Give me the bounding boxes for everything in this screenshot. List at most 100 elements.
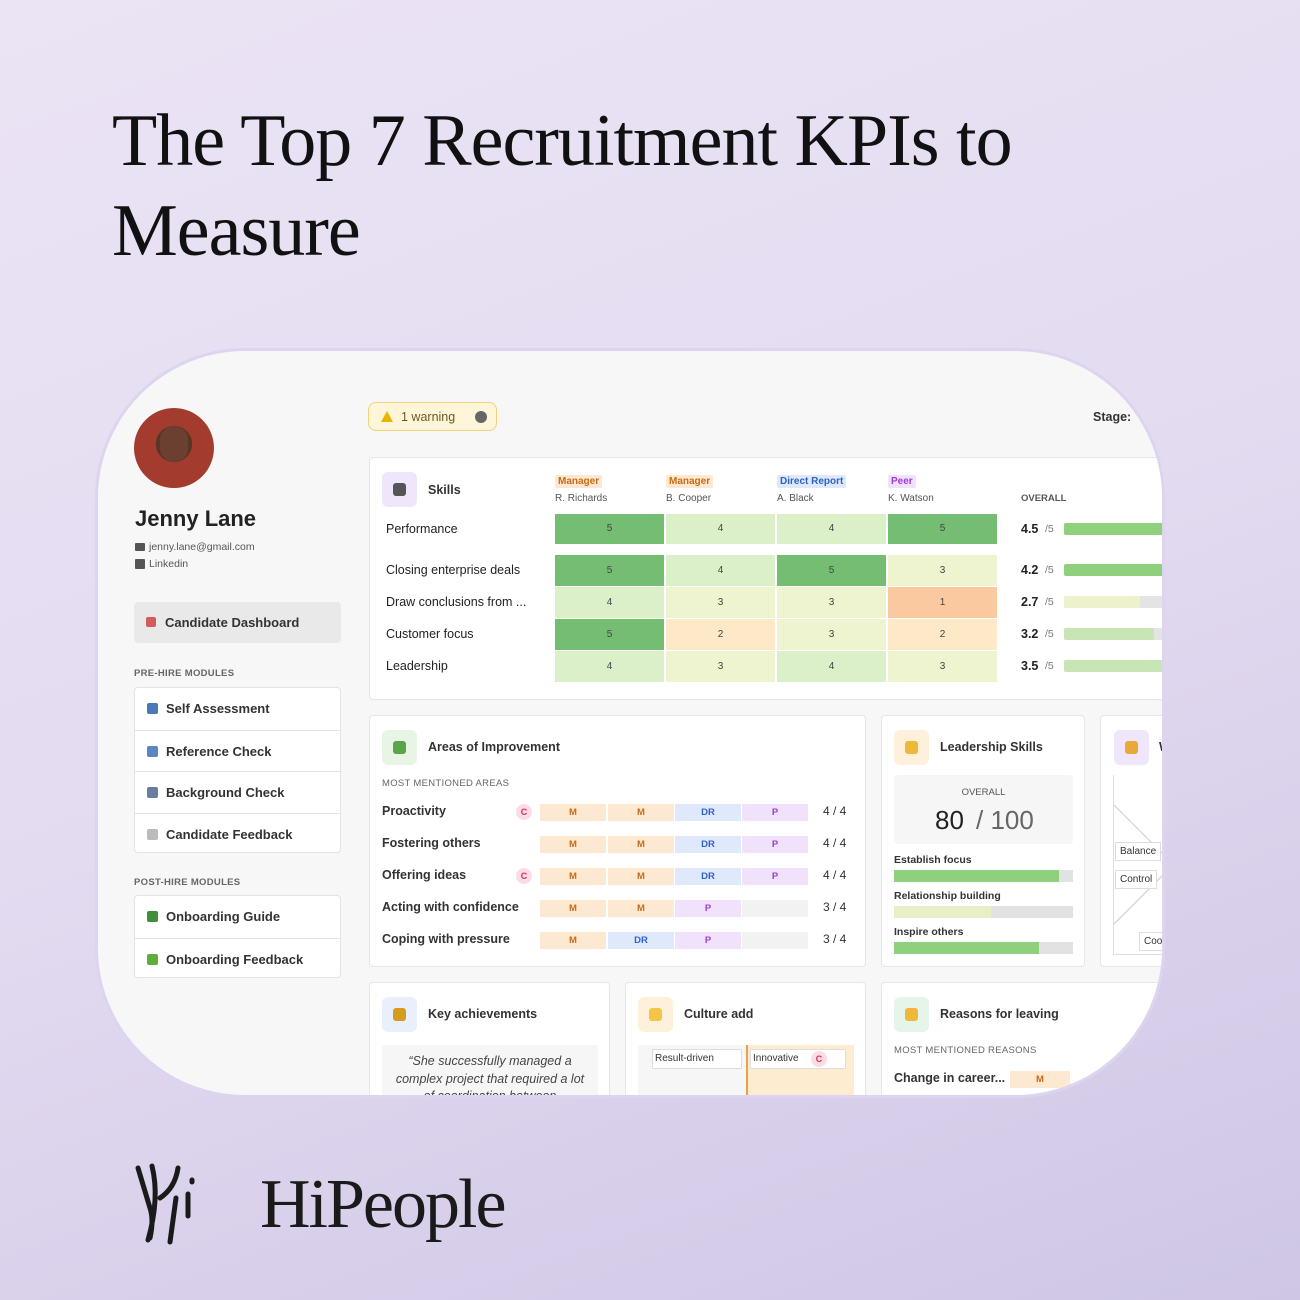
overall-box: OVERALL 80 / 100 (894, 775, 1073, 844)
overall-heading: OVERALL (961, 787, 1006, 798)
score-cell: 1 (888, 587, 997, 618)
icon (1114, 730, 1149, 765)
icon (382, 472, 417, 507)
nav-item[interactable]: Self Assessment (135, 688, 340, 730)
overall-bar (1064, 596, 1140, 608)
overall-track (1064, 628, 1162, 640)
card-title: Skills (428, 483, 461, 497)
candidate-email: jenny.lane@gmail.com (149, 541, 255, 553)
skill-track (894, 942, 1073, 954)
score-cell: 3 (888, 651, 997, 682)
rater-role: Direct Report (777, 475, 847, 488)
skill-label: Leadership (386, 659, 448, 673)
values-card: W D Balance Control Coop (1100, 715, 1162, 967)
rater-tag: P (742, 836, 808, 853)
icon-glyph (905, 1008, 918, 1021)
overall-heading: OVERALL (1021, 493, 1067, 504)
rater-name: R. Richards (555, 493, 608, 504)
nav-list: Self Assessment Reference Check Background… (134, 687, 341, 853)
reason-label: Change in career... (894, 1071, 1006, 1085)
rater-tag: DR (608, 932, 674, 949)
trait-label: Innovative (753, 1053, 799, 1064)
nav-list: Onboarding Guide Onboarding Feedback (134, 895, 341, 978)
skill-label: Relationship building (894, 890, 1001, 902)
flag-chip: C (516, 868, 532, 884)
area-label: Proactivity (382, 804, 446, 818)
score-cell: 3 (777, 587, 886, 618)
rater-tag: M (540, 868, 606, 885)
nav-label: Reference Check (166, 743, 272, 759)
quote: “She successfully managed a complex proj… (382, 1045, 598, 1095)
score-cell: 5 (555, 619, 664, 650)
score-cell: 2 (888, 619, 997, 650)
rater-tag: M (540, 804, 606, 821)
rater-role: Manager (555, 475, 603, 488)
rater-tag: M (608, 868, 674, 885)
score-cell: 4 (777, 651, 886, 682)
nav-item[interactable]: Onboarding Feedback (135, 937, 340, 980)
rater-tag: P (742, 804, 808, 821)
score-cell: 4 (555, 587, 664, 618)
icon-glyph (393, 741, 406, 754)
mention-count: 4 / 4 (823, 804, 847, 818)
rater-tag: P (675, 900, 741, 917)
nav-item[interactable]: Reference Check (135, 729, 340, 772)
nav-item[interactable]: Background Check (135, 771, 340, 813)
overall-track (1064, 596, 1162, 608)
rater-tag: P (742, 868, 808, 885)
score-cell: 3 (888, 555, 997, 586)
brand-logo (135, 1163, 195, 1245)
overall-scale: /5 (1045, 523, 1054, 535)
nav-label: Candidate Feedback (166, 826, 293, 842)
rater-name: K. Watson (888, 493, 934, 504)
improvement-card: Areas of Improvement MOST MENTIONED AREAS… (369, 715, 866, 967)
trait-pill: Result-driven (652, 1049, 742, 1069)
card-title: Key achievements (428, 1007, 538, 1021)
linkedin-link[interactable]: Linkedin (149, 558, 189, 570)
app-screenshot: Jenny Lane jenny.lane@gmail.com Linkedin Ca… (95, 348, 1165, 1098)
culture-board: Result-driven Innovative C (638, 1045, 854, 1095)
rater-role: Manager (666, 475, 714, 488)
skill-label: Draw conclusions from ... (386, 595, 527, 609)
flag-chip: C (516, 804, 532, 820)
dashboard-label: Candidate Dashboard (165, 615, 300, 630)
rater-role: Peer (888, 475, 916, 488)
nav-label: Background Check (166, 785, 285, 800)
overall-value: 3.2 (1021, 627, 1039, 641)
brand-name: HiPeople (260, 1166, 507, 1243)
overall-track (1064, 564, 1162, 576)
score-cell: 3 (666, 587, 775, 618)
mention-count: 3 / 4 (823, 932, 847, 946)
icon-glyph (1125, 741, 1138, 754)
warning-pill[interactable]: 1 warning (368, 402, 497, 431)
area-label: Offering ideas (382, 868, 467, 882)
score-cell: 5 (888, 514, 997, 544)
icon-glyph (649, 1008, 662, 1021)
nav-icon (147, 703, 158, 714)
tag-empty (742, 900, 808, 917)
rater-name: B. Cooper (666, 493, 712, 504)
icon-glyph (393, 483, 406, 496)
skill-label: Inspire others (894, 926, 964, 938)
leadership-card: Leadership Skills OVERALL 80 / 100 Establish… (881, 715, 1085, 967)
rater-tag: P (675, 932, 741, 949)
overall-value: 2.7 (1021, 595, 1039, 609)
section-heading: MOST MENTIONED AREAS (382, 778, 510, 789)
overall-scale: /5 (1045, 628, 1054, 640)
overall-bar (1064, 523, 1162, 535)
headline: The Top 7 Recruitment KPIs to Measure (112, 100, 1013, 272)
icon (382, 997, 417, 1032)
overall-value: 4.5 (1021, 522, 1039, 536)
rater-tag: DR (675, 804, 741, 821)
nav-icon (147, 745, 158, 757)
skill-bar (894, 906, 991, 918)
score-cell: 4 (555, 651, 664, 682)
dashboard-button[interactable]: Candidate Dashboard (134, 602, 341, 643)
nav-item[interactable]: Onboarding Guide (135, 896, 340, 938)
nav-item[interactable]: Candidate Feedback (135, 812, 340, 855)
rater-tag: M (540, 836, 606, 853)
tag-empty (742, 932, 808, 949)
flag-chip: C (811, 1051, 827, 1067)
avatar (134, 408, 214, 488)
score-cell: 5 (555, 514, 664, 544)
